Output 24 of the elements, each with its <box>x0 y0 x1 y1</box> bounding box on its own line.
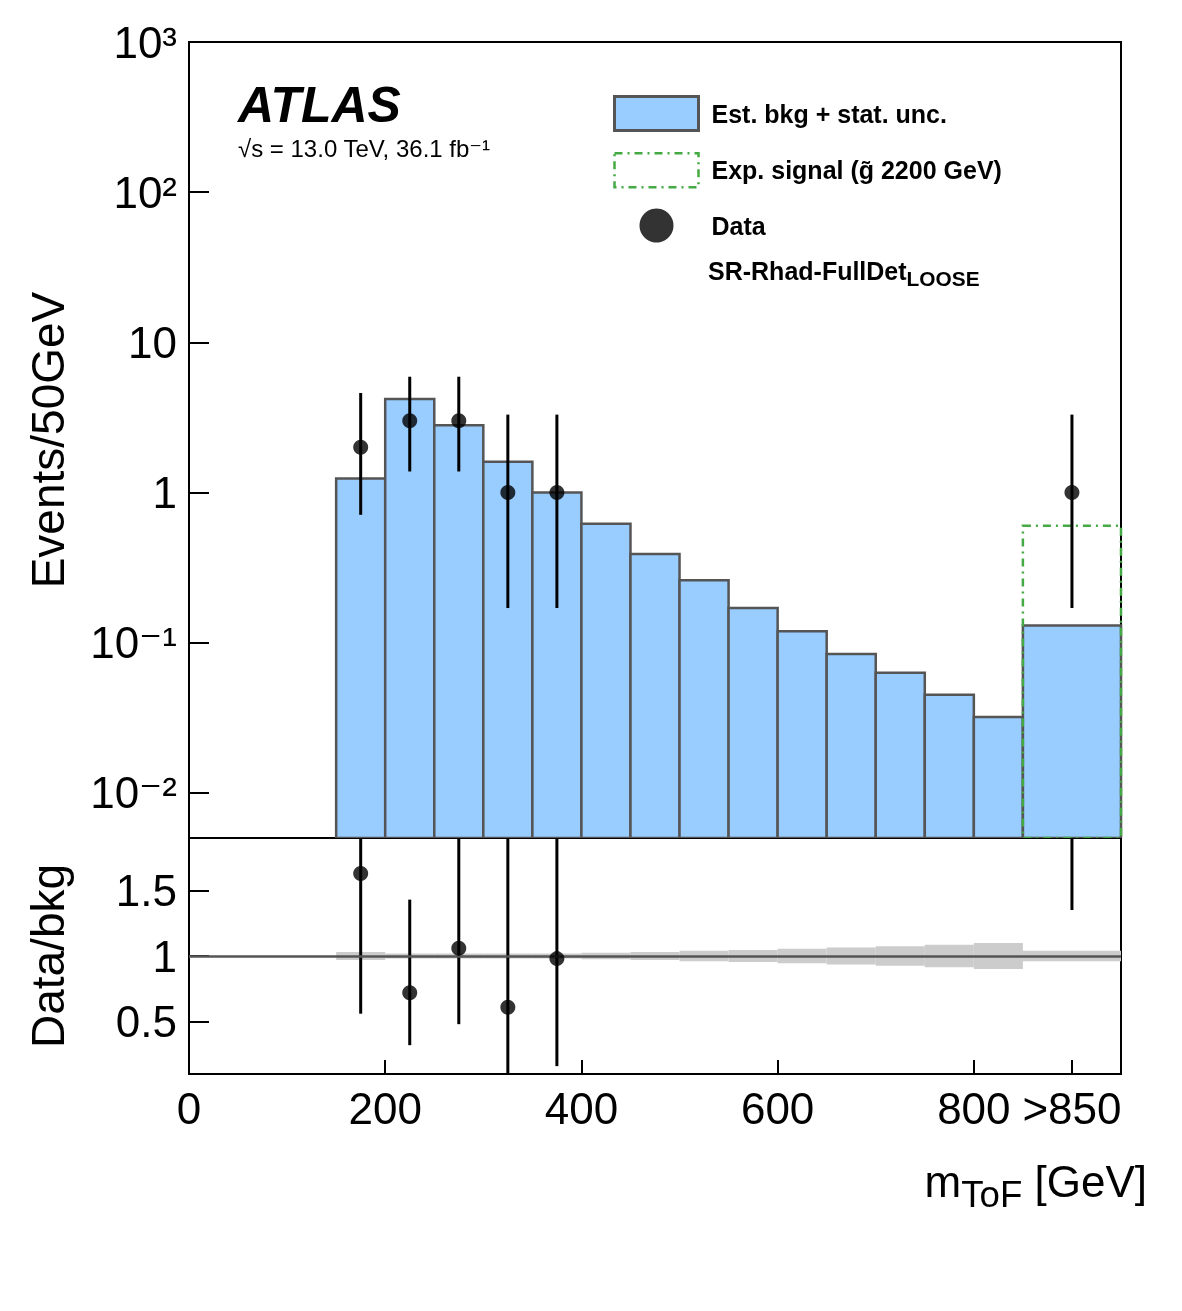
annotation: SR-Rhad-FullDet$_{LOOSE}$ <box>708 257 980 291</box>
y-tick-label: 10² <box>113 167 177 217</box>
legend-label: Est. bkg + stat. unc. <box>711 99 947 128</box>
y-tick-label: 10 <box>128 317 177 367</box>
y-tick-label: 0.5 <box>115 997 177 1047</box>
x-tick-label: 200 <box>348 1083 422 1133</box>
legend-label: Exp. signal (g̃ 2200 GeV) <box>711 156 1002 185</box>
x-tick-label: 800 <box>937 1083 1011 1133</box>
y-tick-label: 1.5 <box>115 865 177 915</box>
annotation: ATLAS <box>238 77 401 133</box>
x-tick-label: 400 <box>544 1083 619 1133</box>
x-tick-label: >850 <box>1022 1083 1122 1133</box>
y-tick-label: 1 <box>152 467 177 517</box>
legend-label: Data <box>711 211 767 240</box>
y-axis-title: Data/bkg <box>22 863 74 1049</box>
y-tick-label: 10⁻² <box>90 768 177 818</box>
y-axis-title: Events/50GeV <box>22 291 74 589</box>
x-tick-label: 600 <box>740 1083 815 1133</box>
y-tick-label: 1 <box>152 931 177 981</box>
y-tick-label: 10³ <box>113 17 177 67</box>
y-tick-label: 10⁻¹ <box>90 618 177 668</box>
annotation: √s = 13.0 TeV, 36.1 fb⁻¹ <box>238 135 491 163</box>
x-axis-title: m$_{ToF}$ [GeV] <box>924 1157 1147 1216</box>
x-tick-label: 0 <box>176 1083 202 1133</box>
